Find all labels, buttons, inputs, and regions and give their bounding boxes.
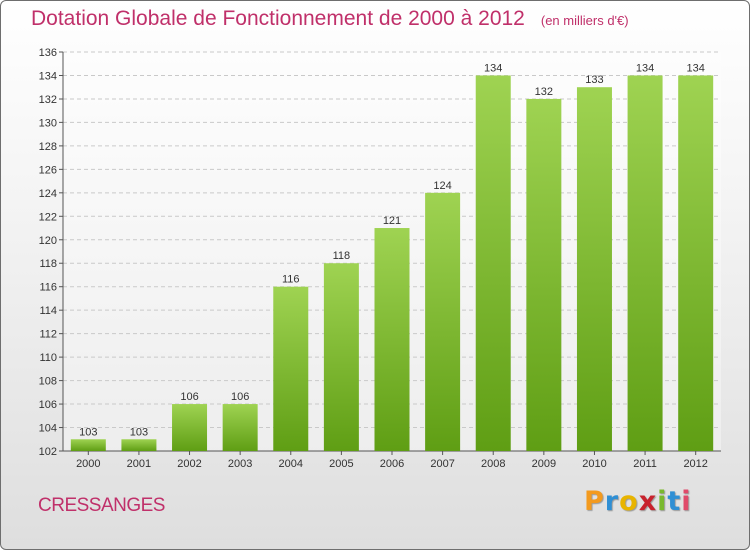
bar: [323, 263, 359, 451]
bar: [526, 98, 562, 452]
y-tick-label: 132: [39, 94, 57, 106]
x-tick-label: 2008: [481, 458, 505, 470]
x-tick-label: 2006: [380, 458, 404, 470]
bar: [475, 75, 511, 452]
x-tick-label: 2010: [582, 458, 606, 470]
bar: [576, 87, 612, 452]
y-tick-label: 102: [39, 446, 57, 458]
bar: [121, 439, 157, 451]
bar: [70, 439, 106, 451]
y-tick-label: 114: [39, 305, 57, 317]
logo-letter: P: [584, 486, 605, 517]
y-tick-label: 130: [39, 117, 57, 129]
bar-value-label: 132: [535, 86, 553, 98]
x-tick-label: 2003: [228, 458, 252, 470]
logo-letter: i: [657, 486, 668, 517]
bar: [374, 228, 410, 451]
bar: [273, 286, 309, 451]
y-tick-label: 122: [39, 211, 57, 223]
y-tick-label: 126: [39, 164, 57, 176]
logo-letter: t: [667, 486, 682, 517]
y-tick-label: 108: [39, 376, 57, 388]
bar: [627, 75, 663, 452]
logo-letter: x: [638, 486, 658, 517]
x-tick-label: 2009: [532, 458, 556, 470]
x-tick-label: 2005: [329, 458, 353, 470]
y-tick-label: 104: [39, 423, 57, 435]
logo-letter: r: [604, 486, 620, 517]
logo-letter: i: [681, 486, 692, 517]
y-tick-label: 136: [39, 47, 57, 59]
y-tick-label: 116: [39, 282, 57, 294]
chart-title-text: Dotation Globale de Fonctionnement de 20…: [31, 7, 525, 30]
bar-value-label: 134: [484, 62, 502, 74]
x-tick-label: 2002: [177, 458, 201, 470]
y-tick-label: 118: [39, 258, 57, 270]
y-tick-label: 106: [39, 399, 57, 411]
bar-value-label: 133: [585, 74, 603, 86]
y-tick-label: 128: [39, 141, 57, 153]
bar: [425, 192, 461, 451]
logo-letter: o: [619, 486, 639, 517]
x-tick-label: 2011: [633, 458, 657, 470]
bar-value-label: 134: [636, 62, 654, 74]
bar-value-label: 124: [433, 180, 451, 192]
proxiti-logo: Proxiti: [584, 486, 692, 517]
bar-value-label: 103: [79, 426, 97, 438]
x-tick-label: 2012: [683, 458, 707, 470]
x-tick-label: 2004: [279, 458, 303, 470]
x-tick-label: 2000: [76, 458, 100, 470]
bar-value-label: 106: [231, 391, 249, 403]
bar: [678, 75, 714, 452]
bar: [172, 404, 208, 451]
commune-name: CRESSANGES: [38, 495, 165, 516]
x-tick-label: 2007: [430, 458, 454, 470]
chart-subtitle: (en milliers d'€): [540, 13, 629, 28]
bar-value-label: 118: [333, 250, 351, 262]
bar-value-label: 106: [180, 391, 198, 403]
chart-title: Dotation Globale de Fonctionnement de 20…: [31, 7, 629, 31]
bar-value-label: 121: [383, 215, 401, 227]
x-tick-label: 2001: [127, 458, 151, 470]
y-tick-label: 124: [39, 188, 57, 200]
y-tick-label: 134: [39, 70, 57, 82]
bar-value-label: 103: [130, 426, 148, 438]
bar-value-label: 134: [687, 62, 705, 74]
y-tick-label: 110: [39, 352, 57, 364]
y-tick-label: 120: [39, 235, 57, 247]
y-tick-label: 112: [39, 329, 57, 341]
bar-value-label: 116: [282, 274, 300, 286]
bar: [222, 404, 258, 451]
